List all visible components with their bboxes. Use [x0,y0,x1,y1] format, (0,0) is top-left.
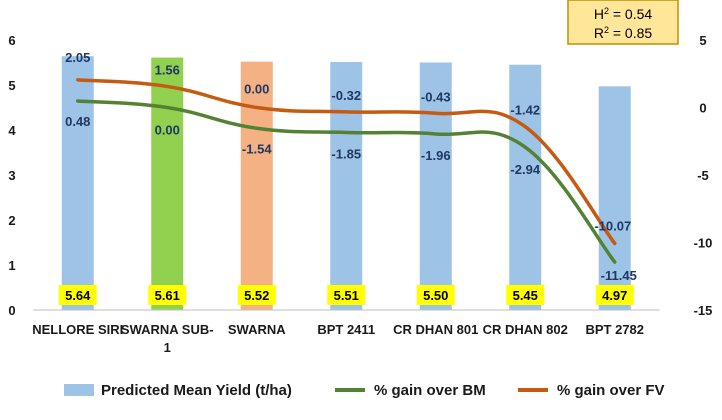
bm-value-label: 0.00 [155,123,180,138]
r2-label: R2 = 0.85 [594,25,653,41]
bm-value-label: -1.96 [421,148,451,163]
bar-value-label: 4.97 [602,288,627,303]
bar [330,62,363,310]
bm-value-label: 0.48 [65,114,90,129]
y-right-tick-label: -5 [697,168,709,183]
y-left-tick-label: 4 [8,123,16,138]
stats-box-frame [567,0,679,45]
y-right-tick-label: -10 [694,236,713,251]
fv-value-label: 1.56 [155,62,180,77]
bm-value-label: -1.54 [242,141,272,156]
fv-value-label: -0.32 [331,88,361,103]
bar [598,86,631,310]
fv-value-label: -0.43 [421,89,451,104]
bar-value-label: 5.52 [244,288,269,303]
y-right-tick-label: -15 [694,303,713,318]
bm-value-label: -1.85 [331,146,361,161]
bm-value-label: -11.45 [601,268,637,283]
bar-value-label: 5.50 [423,288,448,303]
bar-value-label: 5.64 [65,288,91,303]
legend-swatch-yield [64,384,94,396]
bar [240,61,273,310]
fv-value-label: 0.00 [244,82,269,97]
bar-value-box [595,285,634,305]
bar-value-box [58,285,97,305]
stats-box: H2 = 0.54 R2 = 0.85 [567,0,679,45]
bar-value-label: 5.51 [334,288,359,303]
y-right-tick-label: 5 [699,33,706,48]
fv-value-label: -10.07 [594,218,631,233]
x-tick-label: SWARNA SUB-1 [121,322,214,355]
bar-value-label: 5.61 [155,288,180,303]
fv-value-label: -1.42 [510,103,540,118]
legend-label-fv: % gain over FV [557,382,665,399]
bar-value-box [506,285,545,305]
line-gain-over-bm [76,99,617,264]
x-tick-label: BPT 2411 [317,322,375,337]
legend: Predicted Mean Yield (t/ha) % gain over … [64,382,665,399]
fv-value-label: 2.05 [65,50,90,65]
legend-label-yield: Predicted Mean Yield (t/ha) [101,382,292,399]
y-left-tick-label: 0 [8,303,15,318]
bar-value-box [416,285,455,305]
legend-label-bm: % gain over BM [374,382,486,399]
bars-group [61,56,631,311]
h2-label: H2 = 0.54 [594,6,653,22]
bar [151,57,184,310]
bar-value-box [327,285,366,305]
line-gain-over-fv [76,78,617,246]
x-tick-label: BPT 2782 [585,322,644,337]
lines-group [76,78,617,264]
y-left-tick-label: 3 [8,168,15,183]
x-tick-label: CR DHAN 801 [393,322,478,337]
y-left-tick-label: 5 [8,78,15,93]
bar [61,56,94,311]
y-left-tick-label: 6 [8,33,15,48]
x-tick-label: CR DHAN 802 [483,322,568,337]
data-labels-group: 5.64 5.61 5.52 5.51 5.50 5.45 4.97 2.05 1.56 0.00… [58,50,637,305]
x-tick-label: NELLORE SIRI [32,322,123,337]
bar [509,64,542,310]
bar-value-label: 5.45 [513,288,538,303]
bar [419,62,452,310]
y-right-tick-label: 0 [699,101,706,116]
bar-value-box [237,285,276,305]
y-left-tick-label: 1 [8,258,15,273]
y-left-tick-label: 2 [8,213,15,228]
bm-value-label: -2.94 [510,162,540,177]
bar-value-box [148,285,187,305]
x-tick-label: SWARNA [228,322,286,337]
